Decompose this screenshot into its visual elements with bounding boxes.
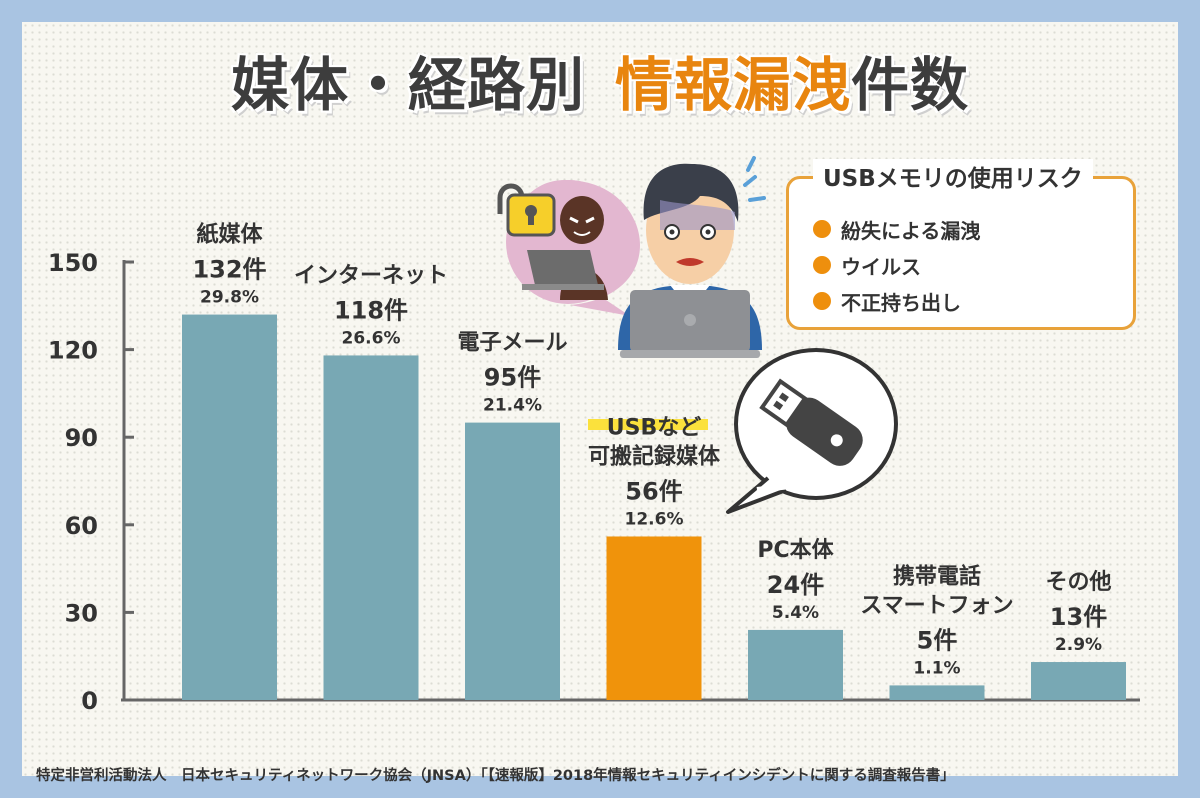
bar: [889, 685, 985, 700]
usb-label-highlight: [588, 394, 708, 434]
bar: [1031, 662, 1126, 700]
list-item: 紛失による漏洩: [813, 211, 980, 247]
category-label: 紙媒体: [196, 222, 263, 248]
list-item: 不正持ち出し: [813, 283, 980, 319]
risk-list: 紛失による漏洩 ウイルス 不正持ち出し: [813, 211, 980, 319]
hacker-speech-bubble: [497, 180, 640, 316]
bar: [606, 536, 702, 700]
risk-item-label: 不正持ち出し: [841, 290, 961, 315]
percent-label: 26.6%: [342, 328, 401, 348]
bullet-dot-icon: [813, 256, 831, 274]
worried-user-with-laptop-icon: [618, 156, 766, 358]
list-item: ウイルス: [813, 247, 980, 283]
laptop-icon: [522, 250, 604, 290]
usb-risk-box: USBメモリの使用リスク 紛失による漏洩 ウイルス 不正持ち出し: [786, 159, 1136, 330]
bullet-dot-icon: [813, 220, 831, 238]
category-label: 可搬記録媒体: [588, 443, 721, 469]
y-tick-label: 0: [81, 687, 98, 715]
count-label: 13件: [1050, 603, 1107, 631]
count-label: 5件: [917, 626, 958, 654]
risk-item-label: 紛失による漏洩: [841, 218, 981, 243]
bullet-dot-icon: [813, 292, 831, 310]
y-tick-label: 60: [65, 512, 98, 540]
percent-label: 21.4%: [483, 396, 542, 416]
count-label: 95件: [484, 364, 541, 392]
percent-label: 5.4%: [772, 603, 819, 623]
category-label: 携帯電話: [893, 563, 981, 589]
y-tick-label: 150: [48, 249, 98, 277]
risk-item-label: ウイルス: [841, 254, 921, 279]
count-label: 56件: [625, 477, 682, 505]
bar: [323, 355, 419, 700]
bar: [465, 422, 560, 700]
category-label: インターネット: [294, 263, 448, 288]
title-suffix: 件数: [851, 51, 970, 119]
percent-label: 12.6%: [625, 509, 684, 529]
category-label: その他: [1045, 570, 1111, 595]
y-tick-label: 30: [65, 599, 98, 627]
risk-box-title: USBメモリの使用リスク: [813, 159, 1093, 193]
y-tick-label: 90: [65, 424, 98, 452]
count-label: 132件: [192, 256, 266, 284]
page-title: 媒体・経路別 情報漏洩件数: [22, 40, 1178, 130]
title-main: 媒体・経路別: [230, 51, 585, 119]
unlocked-padlock-icon: [497, 183, 556, 237]
source-footer: 特定非営利活動法人 日本セキュリティネットワーク協会（JNSA）「【速報版】20…: [36, 768, 955, 784]
category-label: 電子メール: [457, 331, 567, 356]
bar-labels: 29.8% 132件 紙媒体 26.6% 118件 インターネット 21.4% 95件 電子メー…: [192, 222, 1111, 679]
percent-label: 1.1%: [913, 658, 960, 678]
title-highlight: 情報漏洩: [614, 51, 851, 119]
category-label: USBなど: [607, 415, 701, 440]
y-tick-label: 120: [48, 337, 98, 365]
bar: [182, 314, 277, 700]
percent-label: 2.9%: [1055, 635, 1102, 655]
percent-label: 29.8%: [200, 288, 259, 308]
count-label: 118件: [334, 296, 408, 324]
usb-memory-icon: [759, 378, 863, 466]
category-label: スマートフォン: [860, 593, 1013, 618]
count-label: 24件: [767, 571, 824, 599]
category-label: PC本体: [757, 538, 834, 563]
bars: [182, 314, 1126, 700]
bar: [748, 629, 843, 700]
usb-speech-bubble: [726, 348, 898, 514]
